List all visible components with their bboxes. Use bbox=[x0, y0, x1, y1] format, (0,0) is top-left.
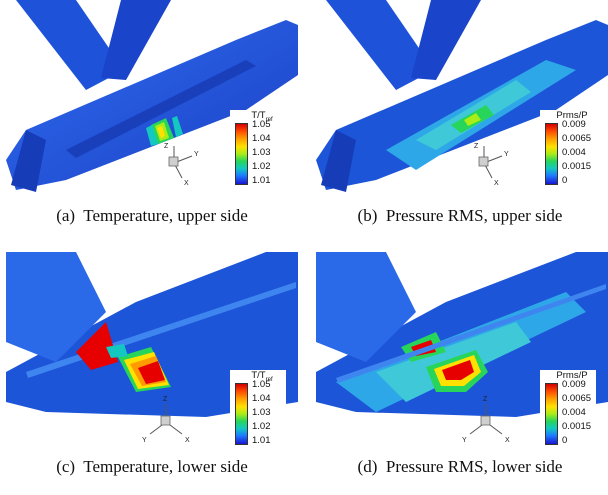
axis-y-label: Y bbox=[462, 437, 467, 444]
legend-value: 1.02 bbox=[252, 421, 271, 432]
axis-y-label: Y bbox=[194, 151, 199, 158]
colorbar bbox=[235, 123, 248, 185]
figure-panel-d: Prms/P 0.009 0.0065 0.004 0.0015 0 Z Y X bbox=[316, 252, 608, 448]
legend-value: 0.0015 bbox=[562, 421, 592, 432]
legend-value: 1.05 bbox=[252, 119, 271, 130]
legend-value: 0.0015 bbox=[562, 161, 592, 172]
axis-z-label: Z bbox=[474, 143, 479, 150]
legend-value: 0.004 bbox=[562, 407, 586, 418]
wing-render-lower-pressure bbox=[316, 252, 608, 417]
colorbar-legend-b: Prms/P 0.009 0.0065 0.004 0.0015 0 bbox=[540, 110, 596, 186]
legend-title: Prms/P bbox=[556, 110, 588, 121]
legend-value: 1.03 bbox=[252, 407, 271, 418]
caption-label: (c) bbox=[56, 457, 76, 476]
caption-d: (d) Pressure RMS, lower side bbox=[310, 457, 608, 477]
legend-value: 1.01 bbox=[252, 435, 271, 446]
legend-value: 0 bbox=[562, 435, 568, 446]
legend-title: Prms/P bbox=[556, 370, 588, 381]
figure-panel-b: Prms/P 0.009 0.0065 0.004 0.0015 0 Z Y X bbox=[316, 0, 608, 196]
caption-text: Temperature, lower side bbox=[83, 457, 248, 476]
wing-render-upper-pressure bbox=[316, 0, 608, 192]
colorbar-legend-c: T/Tref 1.05 1.04 1.03 1.02 1.01 bbox=[230, 370, 286, 446]
axis-triad-a: Z Y X bbox=[164, 143, 199, 187]
caption-c: (c) Temperature, lower side bbox=[2, 457, 302, 477]
legend-value: 0.009 bbox=[562, 119, 586, 130]
legend-value: 0 bbox=[562, 175, 568, 186]
axis-triad-b: Z Y X bbox=[474, 143, 509, 187]
legend-value: 0.004 bbox=[562, 147, 586, 158]
axis-x-label: X bbox=[184, 180, 189, 187]
colorbar bbox=[545, 383, 558, 445]
legend-value: 1.04 bbox=[252, 133, 271, 144]
legend-value: 1.04 bbox=[252, 393, 271, 404]
axis-y-label: Y bbox=[142, 437, 147, 444]
legend-value: 1.01 bbox=[252, 175, 271, 186]
axis-x-label: X bbox=[505, 437, 510, 444]
figure-panel-c: T/Tref 1.05 1.04 1.03 1.02 1.01 Z Y X bbox=[6, 252, 298, 448]
legend-value: 0.0065 bbox=[562, 133, 592, 144]
legend-value: 1.03 bbox=[252, 147, 271, 158]
caption-text: Pressure RMS, upper side bbox=[385, 206, 563, 225]
caption-label: (d) bbox=[357, 457, 378, 476]
legend-value: 0.0065 bbox=[562, 393, 592, 404]
legend-title: T/Tref bbox=[251, 110, 273, 123]
axis-x-label: X bbox=[185, 437, 190, 444]
caption-label: (a) bbox=[56, 206, 76, 225]
caption-b: (b) Pressure RMS, upper side bbox=[310, 206, 608, 226]
caption-text: Pressure RMS, lower side bbox=[385, 457, 563, 476]
legend-value: 1.02 bbox=[252, 161, 271, 172]
caption-text: Temperature, upper side bbox=[83, 206, 248, 225]
axis-y-label: Y bbox=[504, 151, 509, 158]
axis-triad-c: Z Y X bbox=[142, 396, 190, 444]
colorbar-legend-a: T/Tref 1.05 1.04 1.03 1.02 1.01 bbox=[230, 110, 286, 186]
caption-label: (b) bbox=[357, 206, 378, 225]
legend-title: T/Tref bbox=[251, 370, 273, 383]
colorbar bbox=[545, 123, 558, 185]
axis-triad-d: Z Y X bbox=[462, 396, 510, 444]
legend-value: 0.009 bbox=[562, 379, 586, 390]
wing-render-lower-temperature bbox=[6, 252, 298, 417]
wing-render-upper-temperature bbox=[6, 0, 298, 192]
colorbar bbox=[235, 383, 248, 445]
figure-panel-a: T/Tref 1.05 1.04 1.03 1.02 1.01 Z Y X bbox=[6, 0, 298, 196]
axis-x-label: X bbox=[494, 180, 499, 187]
caption-a: (a) Temperature, upper side bbox=[2, 206, 302, 226]
axis-z-label: Z bbox=[163, 396, 168, 403]
axis-z-label: Z bbox=[483, 396, 488, 403]
axis-z-label: Z bbox=[164, 143, 169, 150]
legend-value: 1.05 bbox=[252, 379, 271, 390]
colorbar-legend-d: Prms/P 0.009 0.0065 0.004 0.0015 0 bbox=[540, 370, 596, 446]
